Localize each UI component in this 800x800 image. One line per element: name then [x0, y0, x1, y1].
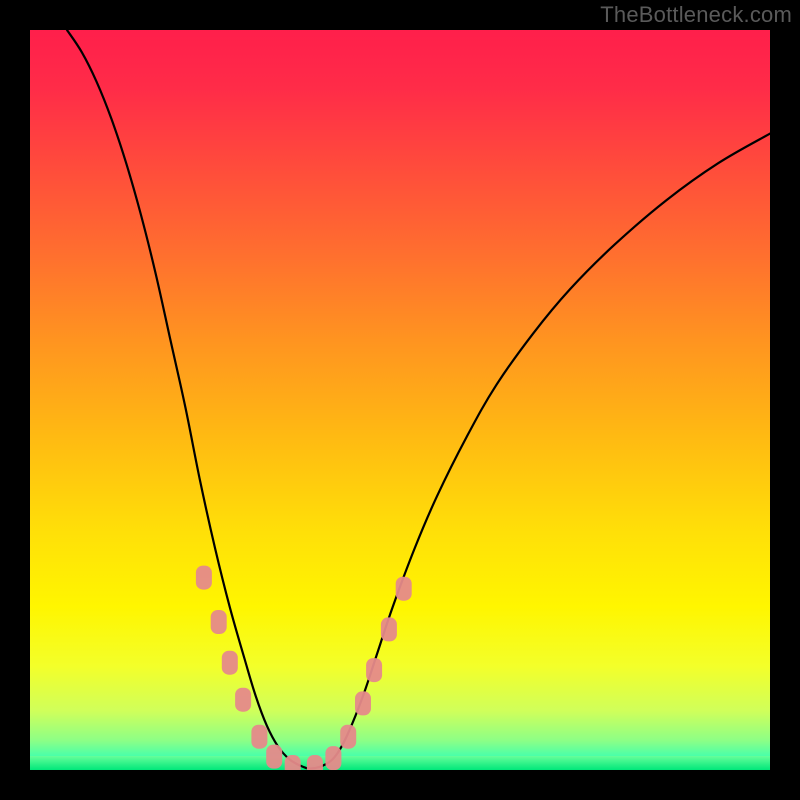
curve-marker	[340, 725, 356, 749]
curve-marker	[285, 755, 301, 770]
curve-marker	[222, 651, 238, 675]
curve-marker	[355, 691, 371, 715]
curve-marker	[325, 746, 341, 770]
curve-marker	[235, 688, 251, 712]
bottleneck-curve	[67, 30, 770, 769]
curve-marker	[381, 617, 397, 641]
curve-layer	[30, 30, 770, 770]
curve-marker	[251, 725, 267, 749]
curve-marker	[366, 658, 382, 682]
curve-marker	[307, 755, 323, 770]
watermark-text: TheBottleneck.com	[600, 2, 792, 28]
curve-marker	[211, 610, 227, 634]
curve-marker	[196, 566, 212, 590]
curve-marker	[396, 577, 412, 601]
curve-marker	[266, 745, 282, 769]
chart-stage: TheBottleneck.com	[0, 0, 800, 800]
plot-area	[30, 30, 770, 770]
